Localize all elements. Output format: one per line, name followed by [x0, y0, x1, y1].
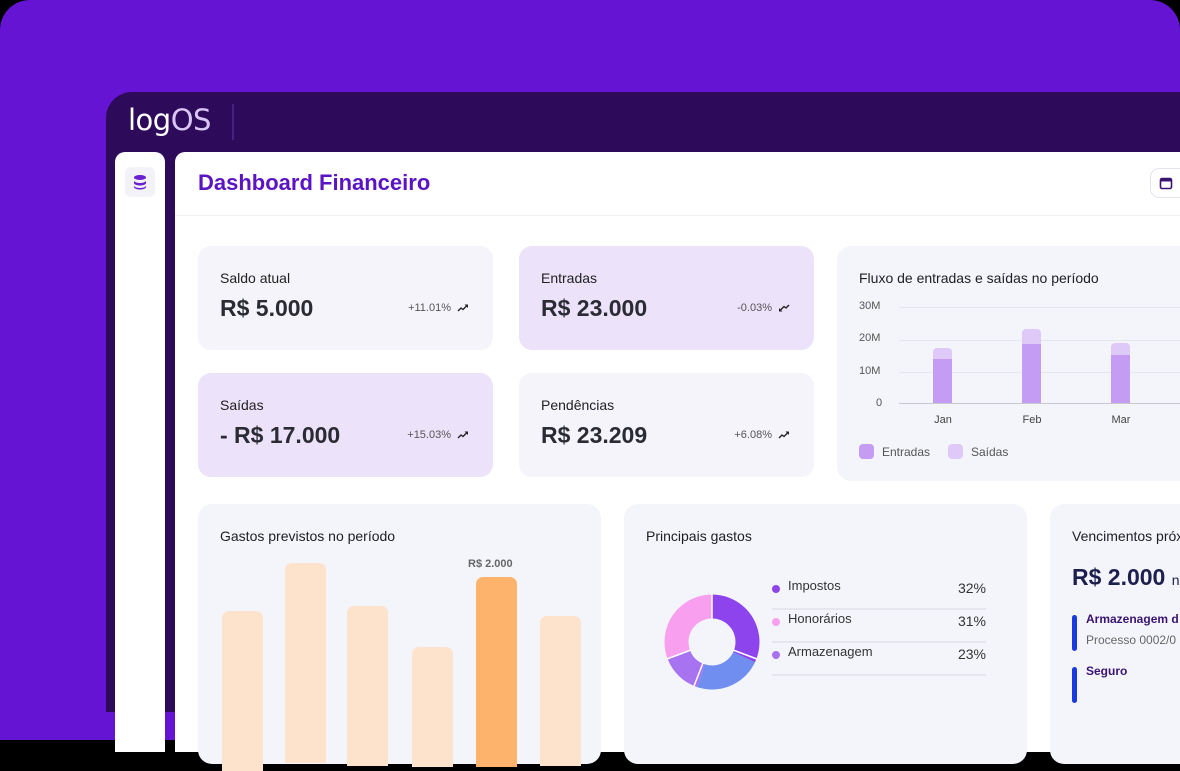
kpi-card-saldo: Saldo atual R$ 5.000 +11.01% — [198, 246, 493, 350]
sidebar — [115, 152, 165, 752]
y-tick: 0 — [876, 397, 883, 409]
trend-up-icon — [778, 431, 789, 439]
expense-item[interactable]: Honorários 31% — [772, 609, 986, 643]
x-label: Mar — [1111, 414, 1131, 426]
trend-up-icon — [457, 304, 468, 312]
legend-swatch — [859, 444, 874, 459]
bullet-icon — [772, 618, 780, 626]
forecast-bar[interactable] — [412, 647, 453, 767]
panel-title: Vencimentos próximos — [1072, 528, 1180, 544]
trend-up-icon — [457, 431, 468, 439]
kpi-value: - R$ 17.000 — [220, 422, 341, 448]
kpi-value: R$ 23.209 — [541, 422, 648, 448]
flow-chart-panel: Fluxo de entradas e saídas no período 30… — [837, 246, 1180, 481]
y-tick: 30M — [859, 300, 881, 312]
kpi-label: Entradas — [541, 270, 598, 286]
kpi-label: Saídas — [220, 397, 264, 413]
bullet-icon — [772, 651, 780, 659]
bar-saidas-jan[interactable] — [933, 348, 952, 359]
legend-swatch — [948, 444, 963, 459]
forecast-bar[interactable] — [347, 606, 388, 766]
kpi-label: Pendências — [541, 397, 615, 413]
bar-saidas-feb[interactable] — [1022, 329, 1041, 344]
donut-chart[interactable] — [662, 592, 762, 692]
calendar-icon — [1159, 177, 1173, 190]
forecast-bar[interactable] — [285, 563, 326, 763]
bar-entradas-feb[interactable] — [1022, 344, 1041, 403]
x-label: Feb — [1022, 414, 1042, 426]
kpi-label: Saldo atual — [220, 270, 291, 286]
forecast-bar[interactable] — [222, 611, 263, 771]
y-tick: 10M — [859, 365, 881, 377]
kpi-change: +11.01% — [408, 302, 469, 314]
panel-title: Principais gastos — [646, 528, 752, 544]
main-content: Dashboard Financeiro Saldo atual R$ 5.00… — [175, 152, 1180, 771]
y-tick: 20M — [859, 332, 881, 344]
app-window: logOS Dashboard Financeiro Saldo atual R… — [106, 92, 1180, 771]
forecast-bar-highlighted[interactable] — [476, 577, 517, 767]
legend-entradas[interactable]: Entradas — [859, 444, 930, 459]
panel-title: Gastos previstos no período — [220, 528, 396, 544]
panel-title: Fluxo de entradas e saídas no período — [859, 270, 1099, 286]
status-bar — [1072, 667, 1077, 703]
kpi-card-saidas: Saídas - R$ 17.000 +15.03% — [198, 373, 493, 477]
grid-line — [899, 307, 1180, 308]
x-label: Jan — [934, 414, 952, 426]
logo: logOS — [128, 103, 211, 137]
bar-entradas-mar[interactable] — [1111, 355, 1130, 403]
legend-saidas[interactable]: Saídas — [948, 444, 1008, 459]
expenses-forecast-panel: Gastos previstos no período R$ 2.000 — [198, 504, 601, 771]
due-total: R$ 2.000 n — [1072, 564, 1180, 590]
bar-saidas-mar[interactable] — [1111, 343, 1130, 355]
database-icon — [134, 175, 146, 190]
forecast-bar[interactable] — [540, 616, 581, 766]
bar-entradas-jan[interactable] — [933, 359, 952, 403]
due-dates-panel: Vencimentos próximos R$ 2.000 n Armazena… — [1050, 504, 1180, 764]
expense-item[interactable]: Armazenagem 23% — [772, 642, 986, 676]
bullet-icon — [772, 585, 780, 593]
trend-down-icon — [779, 304, 790, 312]
top-expenses-panel: Principais gastos Impostos 32% Honorários… — [624, 504, 1027, 764]
header-divider — [175, 215, 1180, 216]
kpi-card-pendencias: Pendências R$ 23.209 +6.08% — [519, 373, 814, 477]
kpi-change: +15.03% — [407, 429, 469, 441]
kpi-change: -0.03% — [737, 302, 790, 314]
status-bar — [1072, 615, 1077, 651]
kpi-value: R$ 5.000 — [220, 295, 314, 321]
date-picker-button[interactable] — [1150, 168, 1180, 198]
divider — [232, 104, 234, 140]
sidebar-item-database[interactable] — [125, 167, 155, 197]
kpi-card-entradas: Entradas R$ 23.000 -0.03% — [519, 246, 814, 350]
expense-item[interactable]: Impostos 32% — [772, 576, 986, 610]
bar-value-label: R$ 2.000 — [468, 558, 513, 570]
kpi-value: R$ 23.000 — [541, 295, 648, 321]
kpi-change: +6.08% — [734, 429, 790, 441]
page-title: Dashboard Financeiro — [198, 170, 431, 195]
x-axis — [899, 403, 1180, 404]
